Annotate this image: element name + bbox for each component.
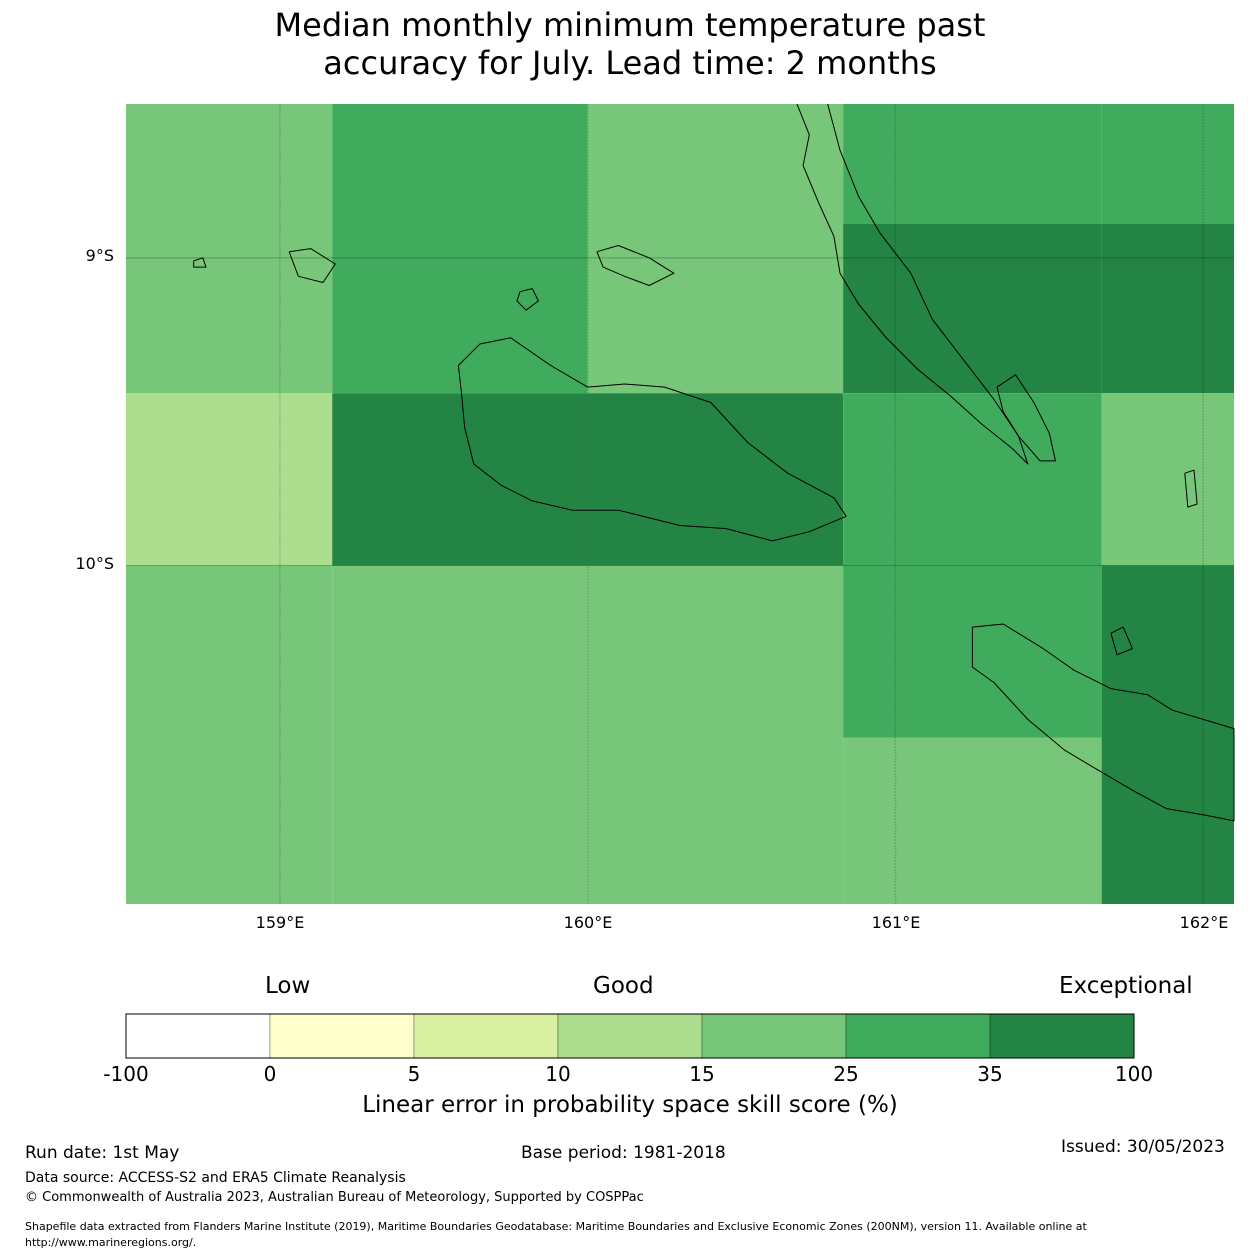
skill-cell [843,393,1102,566]
skill-cell [1101,393,1234,566]
colorbar-tick: 25 [833,1062,859,1086]
coastline-small-island-east [1184,469,1198,508]
colorbar-tick: 35 [977,1062,1003,1086]
lon-label-160e: 160°E [563,913,613,932]
title-line-1: Median monthly minimum temperature past [274,6,986,44]
coastline-small-malaita [996,374,1056,462]
skill-cell [587,393,844,566]
skill-cell [1101,565,1234,904]
coastline-savo [516,288,539,311]
skill-cell [843,224,1102,394]
data-source: Data source: ACCESS-S2 and ERA5 Climate … [25,1170,406,1186]
colorbar-category-good: Good [593,973,654,999]
skill-cell [126,104,333,224]
skill-cell [587,565,844,904]
skill-cell [126,393,333,566]
lon-label-162e: 162°E [1179,913,1229,932]
lon-label-159e: 159°E [255,913,305,932]
colorbar-segment [269,1013,415,1059]
colorbar-tick: 0 [263,1062,277,1086]
shapefile-credit-line-1: Shapefile data extracted from Flanders M… [25,1220,1087,1233]
shapefile-credit-line-2: http://www.marineregions.org/. [25,1236,197,1249]
colorbar-segment [557,1013,703,1059]
coastline-small-island-west [193,257,207,268]
colorbar-tick: 100 [1114,1062,1154,1086]
skill-cell [332,565,588,904]
run-date: Run date: 1st May [25,1143,180,1163]
skill-cell [332,104,588,224]
skill-cell [843,104,1102,224]
coastline-malaita [796,103,1029,465]
skill-cell [1101,224,1234,394]
colorbar-frame [125,1013,1135,1059]
coastline-makira [971,623,1235,822]
chart-title: Median monthly minimum temperature past … [0,6,1260,82]
lat-label-9s: 9°S [85,246,114,265]
base-period: Base period: 1981-2018 [521,1143,726,1163]
skill-cell [843,737,1102,904]
colorbar-segment [413,1013,559,1059]
coastline-russell [288,248,336,283]
colorbar-category-low: Low [265,973,311,999]
coastline-ulawa [1110,626,1133,656]
lat-label-10s: 10°S [75,554,114,573]
skill-cell [1101,104,1234,224]
colorbar-tick: -100 [103,1062,149,1086]
skill-cell [587,224,844,394]
colorbar-label: Linear error in probability space skill … [362,1092,898,1118]
title-line-2: accuracy for July. Lead time: 2 months [323,44,937,82]
colorbar-tick: 15 [689,1062,715,1086]
colorbar-segment [989,1013,1135,1059]
skill-cell [332,224,588,394]
colorbar-tick: 10 [545,1062,571,1086]
skill-cell [126,565,333,904]
skill-cell [332,393,588,566]
coastline-nggela [596,245,675,286]
colorbar-tick: 5 [407,1062,421,1086]
colorbar-segment [845,1013,991,1059]
copyright: © Commonwealth of Australia 2023, Austra… [25,1190,644,1205]
colorbar-category-exceptional: Exceptional [1059,973,1193,999]
lon-label-161e: 161°E [871,913,921,932]
skill-cell [126,224,333,394]
colorbar-segment [125,1013,271,1059]
skill-cell [587,104,844,224]
coastline-guadalcanal [457,337,847,542]
issued-date: Issued: 30/05/2023 [1061,1137,1225,1157]
colorbar-segment [701,1013,847,1059]
